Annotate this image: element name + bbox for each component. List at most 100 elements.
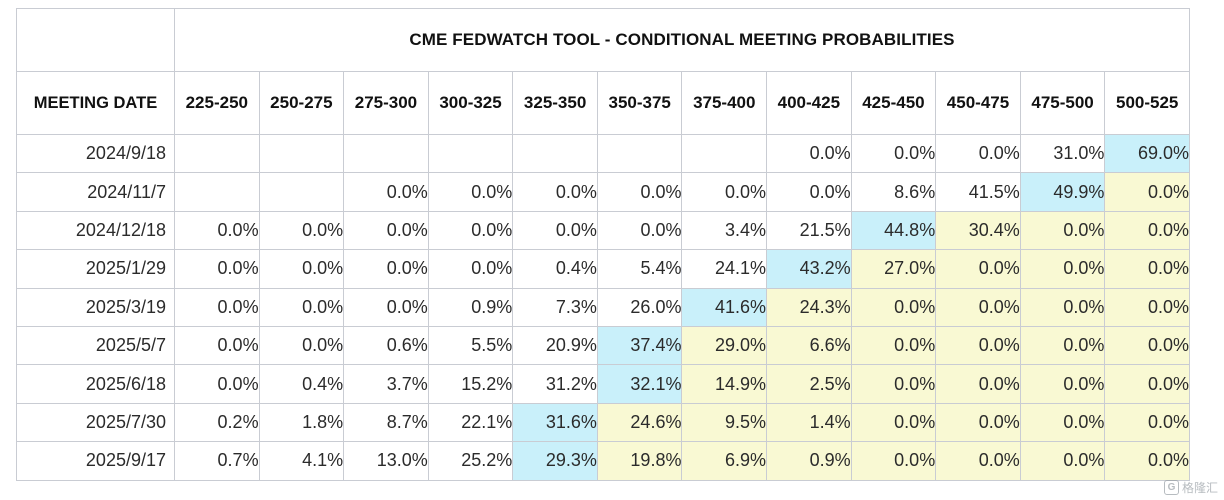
meeting-date-cell: 2024/11/7 [16,172,175,212]
probability-cell: 0.0% [1019,402,1106,443]
rate-range-header: 375-400 [681,71,768,135]
probability-cell: 9.5% [681,402,768,443]
probability-cell: 0.0% [935,249,1021,289]
table-row: 2024/11/7 0.0% 0.0% 0.0% 0.0% 0.0% 0.0% 8.6% 41.… [16,172,1190,212]
probability-cell: 19.8% [596,441,683,481]
probability-cell: 3.7% [343,364,429,404]
probability-cell: 0.0% [935,364,1021,404]
probability-cell [343,133,429,174]
probability-cell: 0.0% [343,172,429,212]
probability-cell: 0.0% [1104,172,1190,212]
probability-cell: 0.0% [596,210,683,251]
probability-cell: 0.0% [850,364,937,404]
probability-cell: 0.0% [850,325,937,366]
probability-cell: 27.0% [850,249,937,289]
table-row: 2024/9/18 0.0% 0.0% 0.0% 31.0% 69.0% [16,133,1190,174]
probability-cell: 24.3% [766,287,852,327]
meeting-date-cell: 2025/3/19 [16,287,175,327]
table-row: 2025/1/29 0.0% 0.0% 0.0% 0.0% 0.4% 5.4% 24.1% 43… [16,249,1190,289]
probability-cell: 0.0% [766,133,852,174]
probability-cell: 32.1% [596,364,683,404]
probability-cell: 0.9% [766,441,852,481]
probability-cell: 0.9% [427,287,514,327]
probability-cell: 37.4% [596,325,683,366]
rate-range-header: 350-375 [596,71,683,135]
probability-cell: 29.3% [512,441,598,481]
probability-cell: 0.0% [1104,210,1190,251]
probability-cell: 15.2% [427,364,514,404]
probability-cell: 0.0% [258,325,345,366]
header-row: MEETING DATE 225-250 250-275 275-300 300-32… [16,71,1190,135]
rate-range-header: 225-250 [174,71,260,135]
watermark-text: 格隆汇 [1181,481,1218,495]
title-row: CME FEDWATCH TOOL - CONDITIONAL MEETING … [16,8,1190,72]
probability-cell: 0.0% [1019,249,1106,289]
probability-cell: 0.0% [935,325,1021,366]
probability-cell: 0.0% [1019,441,1106,481]
meeting-date-header: MEETING DATE [16,71,175,135]
probability-cell: 0.0% [596,172,683,212]
probability-cell: 0.0% [174,325,260,366]
probability-cell: 0.0% [935,133,1021,174]
probability-cell: 0.0% [1104,441,1190,481]
probability-cell: 0.0% [427,249,514,289]
probability-cell: 29.0% [681,325,768,366]
probability-cell: 3.4% [681,210,768,251]
probability-cell: 0.0% [681,172,768,212]
probability-cell [427,133,514,174]
probability-cell: 8.7% [343,402,429,443]
probability-cell: 4.1% [258,441,345,481]
probability-cell: 2.5% [766,364,852,404]
probability-cell [174,133,260,174]
rate-range-header: 250-275 [258,71,345,135]
probability-cell: 0.0% [850,287,937,327]
probability-cell: 0.0% [1019,364,1106,404]
meeting-date-cell: 2025/1/29 [16,249,175,289]
probability-cell: 0.0% [1104,249,1190,289]
probability-cell: 7.3% [512,287,598,327]
table-row: 2025/6/18 0.0% 0.4% 3.7% 15.2% 31.2% 32.1% 14.9… [16,364,1190,404]
probability-cell: 0.0% [1104,402,1190,443]
fedwatch-table-container: CME FEDWATCH TOOL - CONDITIONAL MEETING … [16,8,1190,481]
probability-cell [681,133,768,174]
probability-cell: 0.4% [512,249,598,289]
probability-cell: 0.0% [343,287,429,327]
probability-cell: 0.0% [427,172,514,212]
fedwatch-probability-table: CME FEDWATCH TOOL - CONDITIONAL MEETING … [16,8,1190,481]
table-body: 2024/9/18 0.0% 0.0% 0.0% 31.0% 69.0% 2024/11/7… [16,133,1190,481]
table-row: 2025/3/19 0.0% 0.0% 0.0% 0.9% 7.3% 26.0% 41.6% 2… [16,287,1190,327]
probability-cell: 6.9% [681,441,768,481]
probability-cell: 0.4% [258,364,345,404]
probability-cell: 0.0% [935,402,1021,443]
corner-cell [16,8,175,72]
probability-cell: 0.0% [1019,287,1106,327]
probability-cell: 0.0% [1104,325,1190,366]
probability-cell: 0.0% [174,364,260,404]
probability-cell: 5.5% [427,325,514,366]
probability-cell: 0.2% [174,402,260,443]
table-row: 2025/7/30 0.2% 1.8% 8.7% 22.1% 31.6% 24.6% 9.5%… [16,402,1190,443]
table-row: 2025/9/17 0.7% 4.1% 13.0% 25.2% 29.3% 19.8% 6.9… [16,441,1190,481]
probability-cell: 0.0% [935,287,1021,327]
probability-cell: 31.0% [1019,133,1106,174]
probability-cell: 25.2% [427,441,514,481]
rate-range-header: 425-450 [850,71,937,135]
meeting-date-cell: 2025/9/17 [16,441,175,481]
rate-range-header: 300-325 [427,71,514,135]
probability-cell: 0.0% [427,210,514,251]
probability-cell: 0.0% [512,210,598,251]
probability-cell: 0.7% [174,441,260,481]
probability-cell: 5.4% [596,249,683,289]
rate-range-header: 475-500 [1019,71,1106,135]
probability-cell: 0.6% [343,325,429,366]
probability-cell: 0.0% [1019,325,1106,366]
meeting-date-cell: 2025/5/7 [16,325,175,366]
probability-cell: 0.0% [850,133,937,174]
probability-cell: 1.8% [258,402,345,443]
probability-cell: 0.0% [258,249,345,289]
probability-cell: 0.0% [766,172,852,212]
probability-cell: 49.9% [1019,172,1106,212]
probability-cell: 0.0% [174,210,260,251]
rate-range-header: 275-300 [343,71,429,135]
probability-cell: 0.0% [174,287,260,327]
